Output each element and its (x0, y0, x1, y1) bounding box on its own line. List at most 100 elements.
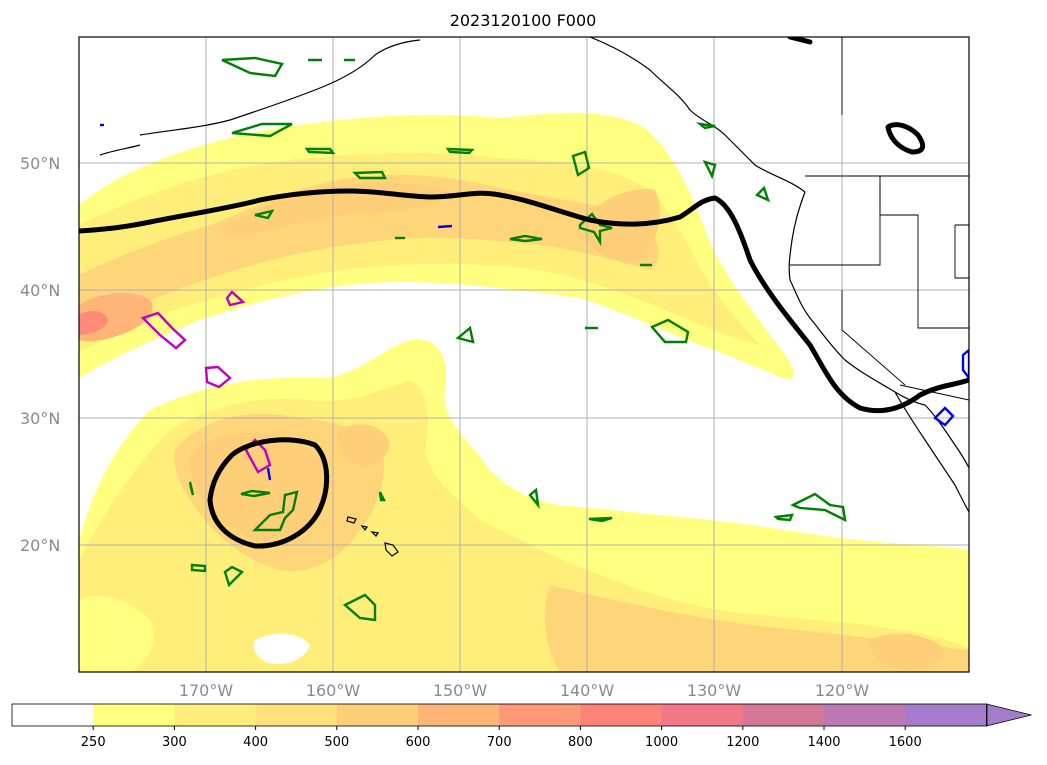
green-contour (223, 565, 245, 588)
lat-label: 30°N (20, 409, 60, 428)
green-contour (455, 325, 475, 344)
magenta-contour (204, 365, 232, 389)
colorbar-swatch (12, 704, 94, 726)
green-contour (695, 122, 716, 130)
colorbar-tick-label: 800 (568, 735, 593, 750)
jet-stream-line (79, 188, 969, 414)
coast-aleutian (99, 144, 141, 156)
shade-south-core-far-east (870, 633, 941, 670)
colorbar-swatch (905, 704, 987, 726)
closed-contour-top (787, 37, 813, 45)
colorbar-ticks: 250 300 400 500 600 700 800 1000 1200 1400 1600 (81, 726, 922, 750)
coastlines (99, 37, 969, 557)
colorbar-tick-label: 400 (243, 735, 268, 750)
figure-title: 2023120100 F000 (450, 11, 597, 30)
green-contour (650, 318, 690, 344)
border-state-3 (841, 290, 906, 386)
green-contour (509, 234, 543, 243)
lon-label: 130°W (687, 681, 742, 700)
green-contour (252, 490, 299, 532)
green-contour (352, 170, 387, 180)
coast-baja (894, 391, 969, 513)
lat-label: 40°N (20, 281, 60, 300)
shade-core-north-inner (79, 310, 108, 335)
colorbar-swatch (93, 704, 175, 726)
lon-label: 160°W (306, 681, 361, 700)
island-2 (370, 531, 380, 537)
green-contour (240, 489, 271, 498)
colorbar-tick-label: 1600 (889, 735, 922, 750)
green-contour (231, 122, 293, 138)
green-contour (571, 150, 591, 177)
lat-label: 50°N (20, 154, 60, 173)
colorbar-swatch (499, 704, 581, 726)
green-contour (790, 492, 847, 523)
magenta-contour (225, 290, 246, 307)
green-contour (754, 185, 771, 203)
coast-gulf-of-alaska (589, 37, 806, 193)
green-contour (254, 209, 275, 220)
colorbar-tick-label: 300 (162, 735, 187, 750)
green-contour (588, 516, 613, 523)
colorbar-tick-label: 1200 (726, 735, 759, 750)
shade-south-core-east (338, 424, 390, 466)
green-contour (702, 160, 717, 180)
lon-label: 150°W (433, 681, 488, 700)
green-contour (378, 491, 386, 502)
green-contour (190, 563, 207, 573)
colorbar-swatch (174, 704, 257, 726)
island-3 (360, 525, 368, 532)
blue-contour (961, 348, 969, 380)
green-contour (578, 212, 613, 247)
green-contour (773, 513, 794, 522)
border-state-5 (954, 224, 969, 279)
closed-contour-north (885, 122, 926, 155)
green-contour (528, 487, 540, 510)
shade-hole-1 (253, 633, 310, 665)
colorbar: 250 300 400 500 600 700 800 1000 1200 1400 1600 (11, 703, 1032, 750)
island-hawaii (384, 542, 399, 557)
island-1 (346, 516, 357, 524)
lat-label: 20°N (20, 536, 60, 555)
shade-band-north-400 (79, 174, 659, 330)
blue-contour (266, 467, 272, 481)
green-contour (188, 481, 195, 496)
border-state-4 (879, 176, 919, 265)
green-contours (188, 56, 847, 622)
map-panel (79, 37, 969, 672)
colorbar-swatch (661, 704, 744, 726)
colorbar-tick-label: 500 (324, 735, 349, 750)
colorbar-swatch (418, 704, 500, 726)
colorbar-extend-arrow (986, 703, 1032, 727)
green-contour (304, 147, 336, 155)
green-contour (342, 593, 377, 622)
colorbar-swatch (255, 704, 338, 726)
map-frame (78, 36, 970, 673)
blue-contour (933, 406, 955, 427)
blue-contour (437, 224, 453, 229)
lon-label: 120°W (815, 681, 870, 700)
shade-south-west-edge (79, 596, 154, 672)
colorbar-tick-label: 600 (406, 735, 431, 750)
colorbar-swatch (742, 704, 825, 726)
blue-contours (100, 123, 969, 481)
colorbar-swatch (336, 704, 419, 726)
jet-contours (79, 37, 969, 549)
boundaries (790, 37, 969, 401)
border-us-mexico (899, 384, 969, 401)
coast-alaska-peninsula (139, 39, 421, 136)
lon-label: 140°W (560, 681, 615, 700)
colorbar-tick-label: 1400 (807, 735, 840, 750)
colorbar-tick-label: 250 (81, 735, 106, 750)
colorbar-tick-label: 1000 (645, 735, 678, 750)
colorbar-swatch (824, 704, 906, 726)
colorbar-tick-label: 700 (487, 735, 512, 750)
closed-low-contour (207, 437, 330, 549)
shade-south-band-east (544, 585, 969, 672)
lon-label: 170°W (179, 681, 234, 700)
colorbar-swatches (12, 704, 987, 726)
colorbar-swatch (580, 704, 663, 726)
coast-gulf-california (924, 404, 969, 469)
green-contour (221, 56, 284, 78)
